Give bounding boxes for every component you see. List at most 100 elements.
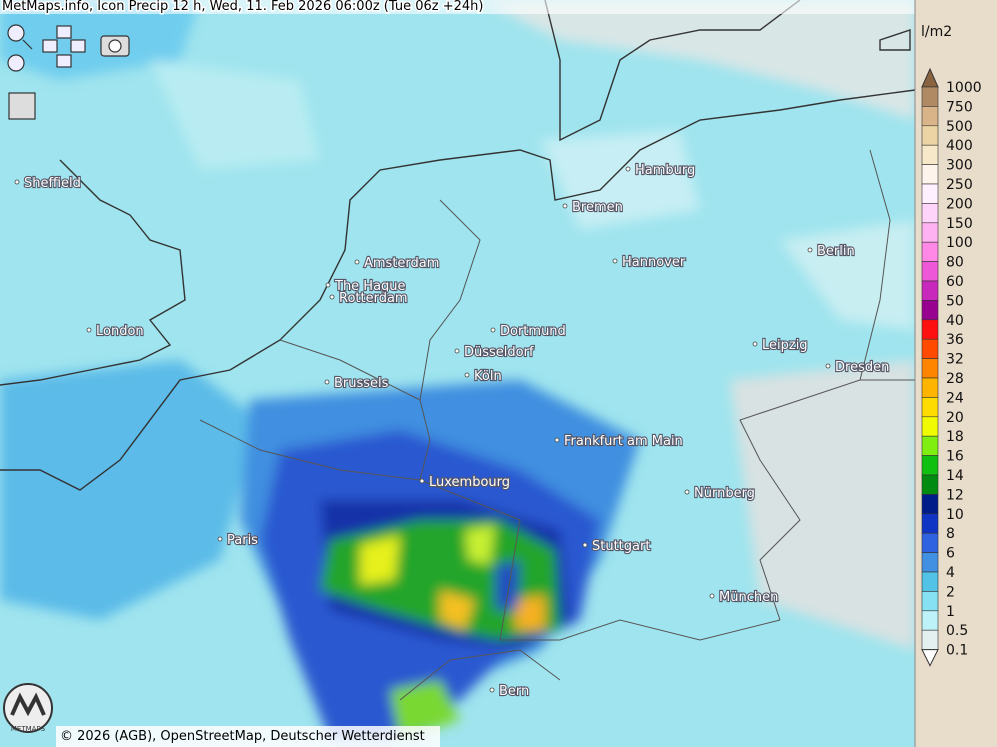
legend-label: 300 <box>946 158 973 174</box>
city-label: Amsterdam <box>364 256 439 271</box>
camera-lens <box>108 39 122 53</box>
logo: METMAPS <box>3 683 53 733</box>
zoom-in-button[interactable] <box>7 24 25 42</box>
legend-label: 18 <box>946 429 964 445</box>
legend-band <box>921 474 939 495</box>
legend-band <box>921 300 939 321</box>
city-dot <box>562 203 568 209</box>
legend-band <box>921 280 939 301</box>
city-dot <box>709 593 715 599</box>
legend-band <box>921 416 939 437</box>
fullscreen-button[interactable] <box>8 92 36 120</box>
legend-band <box>921 164 939 185</box>
legend-label: 14 <box>946 468 964 484</box>
city-dot <box>14 179 20 185</box>
legend-label: 40 <box>946 313 964 329</box>
city-label: Hannover <box>622 255 686 270</box>
city-dot <box>489 687 495 693</box>
city-dot <box>582 542 588 548</box>
legend-band <box>921 358 939 379</box>
legend-label: 80 <box>946 255 964 271</box>
legend-label: 100 <box>946 235 973 251</box>
pan-right-button[interactable] <box>70 39 86 53</box>
legend-band <box>921 338 939 359</box>
legend-label: 50 <box>946 293 964 309</box>
city-label: Bremen <box>572 200 623 215</box>
legend-label: 60 <box>946 274 964 290</box>
legend-band <box>921 125 939 146</box>
legend-band <box>921 591 939 612</box>
legend-label: 10 <box>946 507 964 523</box>
city-label: Leipzig <box>762 338 808 353</box>
legend-bottom-arrow <box>921 649 939 667</box>
city-dot <box>684 489 690 495</box>
map-controls <box>7 24 130 120</box>
zoom-handle <box>22 39 33 50</box>
city-dot <box>464 372 470 378</box>
city-label: The Hague <box>334 279 406 294</box>
legend-label: 28 <box>946 371 964 387</box>
legend-label: 32 <box>946 352 964 368</box>
pan-up-button[interactable] <box>56 25 72 39</box>
city-dot <box>807 247 813 253</box>
legend-band <box>921 106 939 127</box>
legend-label: 24 <box>946 390 964 406</box>
city-dot <box>625 166 631 172</box>
logo-text: METMAPS <box>11 725 46 733</box>
city-label: Bern <box>499 684 529 699</box>
legend-unit: l/m2 <box>921 24 952 40</box>
map-title: MetMaps.info, Icon Precip 12 h, Wed, 11.… <box>2 0 483 14</box>
legend-band <box>921 552 939 573</box>
city-dot <box>825 363 831 369</box>
coastlines <box>0 0 916 491</box>
copyright-bg <box>56 726 440 747</box>
city-label: München <box>719 590 778 605</box>
city-label: Luxembourg <box>429 475 510 490</box>
legend-band <box>921 183 939 204</box>
city-label: Paris <box>227 533 258 548</box>
city-dot <box>329 294 335 300</box>
pan-down-button[interactable] <box>56 54 72 68</box>
legend-label: 0.5 <box>946 623 968 639</box>
pan-left-button[interactable] <box>42 39 58 53</box>
legend-label: 0.1 <box>946 643 968 659</box>
copyright: © 2026 (AGB), OpenStreetMap, Deutscher W… <box>60 729 425 744</box>
city-dot <box>324 379 330 385</box>
legend-label: 16 <box>946 449 964 465</box>
city-label: Dresden <box>835 360 889 375</box>
city-label: Köln <box>474 369 502 384</box>
legend-label: 36 <box>946 332 964 348</box>
legend-band <box>921 241 939 262</box>
legend-band <box>921 222 939 243</box>
legend-band <box>921 494 939 515</box>
city-label: Frankfurt am Main <box>564 434 683 449</box>
city-dot <box>354 259 360 265</box>
legend-label: 200 <box>946 196 973 212</box>
legend-label: 20 <box>946 410 964 426</box>
city-dot <box>454 348 460 354</box>
precip-field <box>0 0 915 740</box>
city-dot <box>325 282 331 288</box>
city-label: London <box>96 324 144 339</box>
legend-band <box>921 435 939 456</box>
legend-label: 4 <box>946 565 955 581</box>
city-dot <box>86 327 92 333</box>
city-labels: Hamburg Bremen Berlin Sheffield Amsterdam Han… <box>14 162 890 700</box>
legend-label: 1000 <box>946 80 982 96</box>
legend-label: 2 <box>946 584 955 600</box>
city-dot <box>554 437 560 443</box>
legend-band <box>921 397 939 418</box>
legend-band <box>921 86 939 107</box>
legend-label: 1 <box>946 604 955 620</box>
map-area <box>0 0 916 747</box>
zoom-out-button[interactable] <box>7 54 25 72</box>
legend-band <box>921 203 939 224</box>
legend-band <box>921 455 939 476</box>
legend-label: 500 <box>946 119 973 135</box>
legend-band <box>921 377 939 398</box>
city-label: Nürnberg <box>694 486 755 501</box>
city-label: Brussels <box>334 376 389 391</box>
city-dot <box>490 327 496 333</box>
